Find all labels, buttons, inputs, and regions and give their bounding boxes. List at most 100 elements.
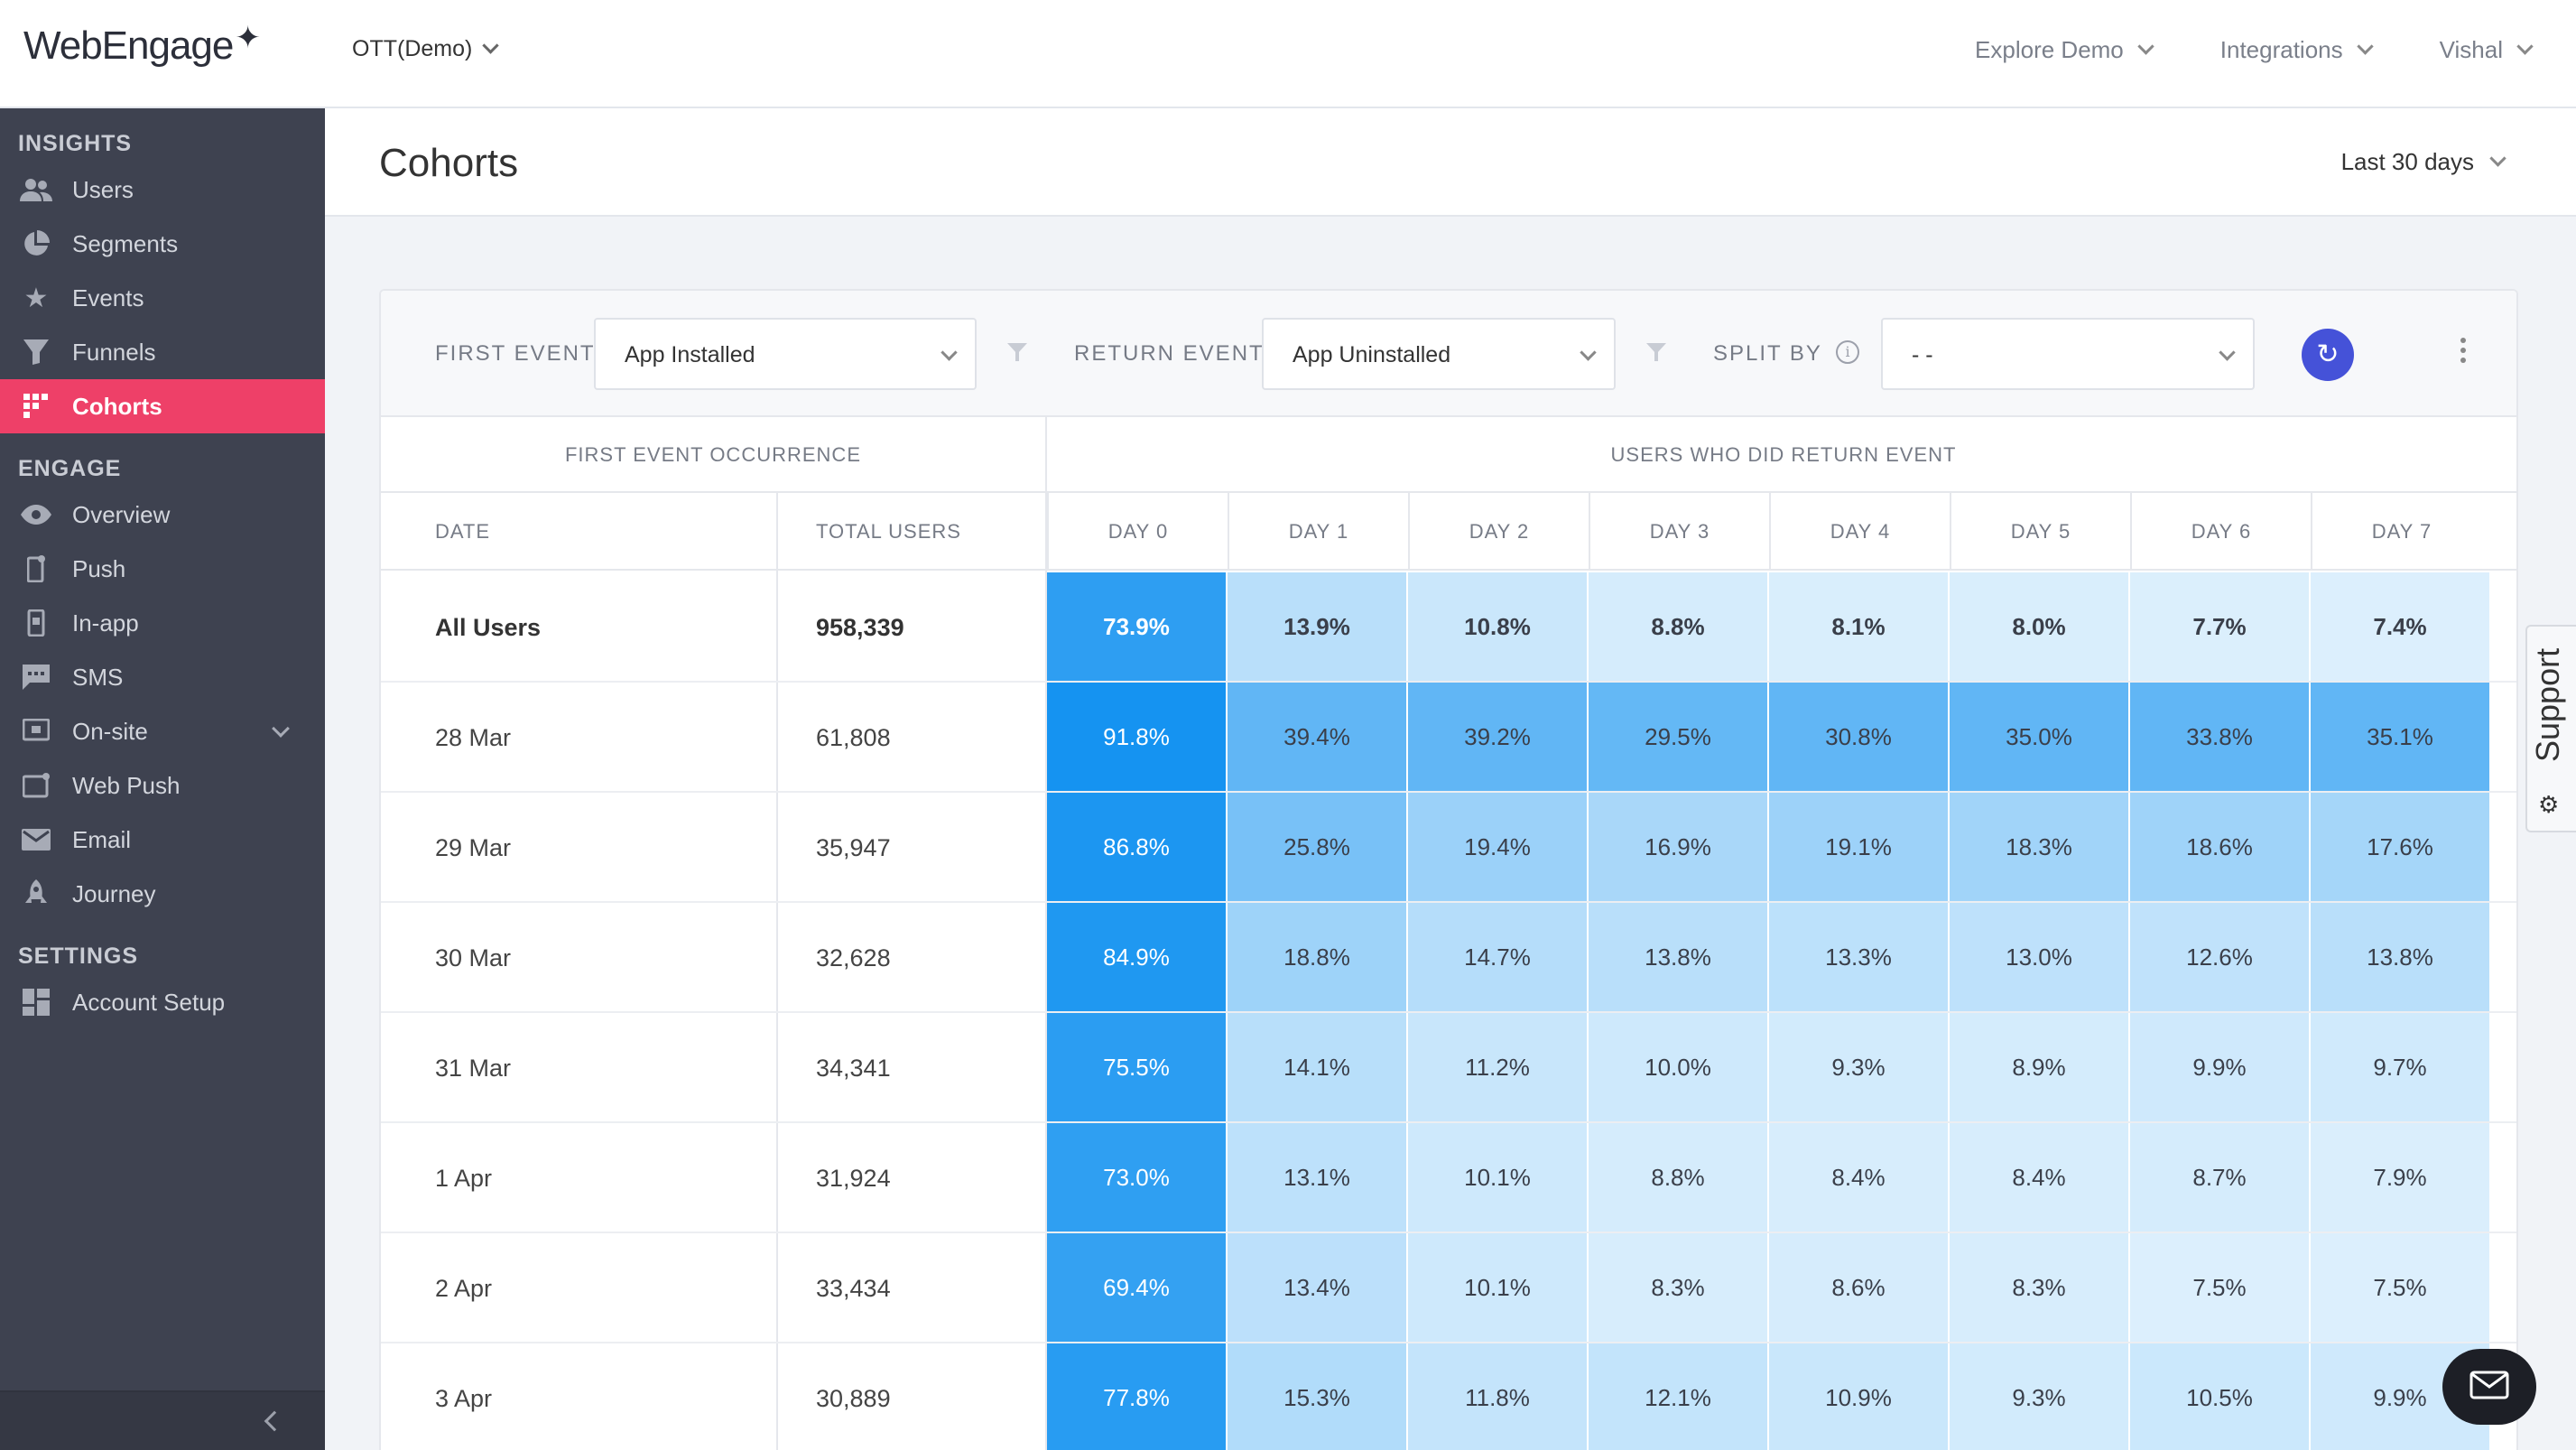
retention-cell[interactable]: 75.5% xyxy=(1047,1013,1228,1121)
retention-cell[interactable]: 35.1% xyxy=(2311,683,2491,791)
retention-cell[interactable]: 30.8% xyxy=(1769,683,1950,791)
sidebar-item-email[interactable]: Email xyxy=(0,813,325,867)
retention-cell[interactable]: 12.1% xyxy=(1589,1343,1769,1450)
more-options-button[interactable] xyxy=(2460,338,2467,370)
retention-cell[interactable]: 8.7% xyxy=(2130,1123,2311,1232)
filter-icon[interactable] xyxy=(1646,343,1666,361)
retention-cell[interactable]: 13.8% xyxy=(1589,903,1769,1011)
webengage-logo[interactable]: WebEngage✦ xyxy=(23,21,261,68)
sidebar-item-segments[interactable]: Segments xyxy=(0,217,325,271)
retention-cell[interactable]: 18.6% xyxy=(2130,793,2311,901)
retention-cell[interactable]: 86.8% xyxy=(1047,793,1228,901)
sidebar-item-users[interactable]: Users xyxy=(0,163,325,217)
retention-cell[interactable]: 8.9% xyxy=(1950,1013,2130,1121)
retention-cell[interactable]: 69.4% xyxy=(1047,1233,1228,1342)
retention-cell[interactable]: 10.9% xyxy=(1769,1343,1950,1450)
sidebar-item-push[interactable]: Push xyxy=(0,542,325,596)
retention-cell[interactable]: 10.0% xyxy=(1589,1013,1769,1121)
return-event-label: RETURN EVENT xyxy=(1074,341,1265,366)
retention-cell[interactable]: 77.8% xyxy=(1047,1343,1228,1450)
retention-cell[interactable]: 10.1% xyxy=(1408,1123,1589,1232)
retention-cell[interactable]: 7.4% xyxy=(2311,572,2491,681)
col-day-3: DAY 3 xyxy=(1589,493,1769,571)
retention-cell[interactable]: 15.3% xyxy=(1228,1343,1408,1450)
retention-cell[interactable]: 73.9% xyxy=(1047,572,1228,681)
retention-cell[interactable]: 25.8% xyxy=(1228,793,1408,901)
sidebar-item-web-push[interactable]: Web Push xyxy=(0,758,325,813)
retention-cell[interactable]: 13.9% xyxy=(1228,572,1408,681)
explore-demo-menu[interactable]: Explore Demo xyxy=(1975,36,2154,64)
retention-cell[interactable]: 13.1% xyxy=(1228,1123,1408,1232)
return-event-select[interactable]: App Uninstalled xyxy=(1262,318,1616,390)
integrations-menu[interactable]: Integrations xyxy=(2220,36,2374,64)
retention-cell[interactable]: 17.6% xyxy=(2311,793,2491,901)
retention-cell[interactable]: 35.0% xyxy=(1950,683,2130,791)
retention-cell[interactable]: 8.3% xyxy=(1950,1233,2130,1342)
retention-cell[interactable]: 39.4% xyxy=(1228,683,1408,791)
retention-cell[interactable]: 13.3% xyxy=(1769,903,1950,1011)
sidebar-item-cohorts[interactable]: Cohorts xyxy=(0,379,325,433)
retention-cell[interactable]: 73.0% xyxy=(1047,1123,1228,1232)
sidebar-item-on-site[interactable]: On-site xyxy=(0,704,325,758)
project-switcher[interactable]: OTT(Demo) xyxy=(352,36,500,62)
sidebar-item-journey[interactable]: Journey xyxy=(0,867,325,921)
chevron-down-icon[interactable] xyxy=(272,720,290,738)
info-icon[interactable]: i xyxy=(1836,340,1859,364)
retention-cell[interactable]: 8.1% xyxy=(1769,572,1950,681)
users-return-event-header: USERS WHO DID RETURN EVENT xyxy=(1610,443,1957,466)
sidebar-item-in-app[interactable]: In-app xyxy=(0,596,325,650)
retention-cell[interactable]: 9.3% xyxy=(1769,1013,1950,1121)
retention-cell[interactable]: 39.2% xyxy=(1408,683,1589,791)
retention-cell[interactable]: 16.9% xyxy=(1589,793,1769,901)
message-button[interactable] xyxy=(2442,1349,2536,1425)
sidebar-item-funnels[interactable]: Funnels xyxy=(0,325,325,379)
retention-cell[interactable]: 8.8% xyxy=(1589,572,1769,681)
retention-cell[interactable]: 8.3% xyxy=(1589,1233,1769,1342)
sidebar-item-sms[interactable]: SMS xyxy=(0,650,325,704)
sidebar-item-events[interactable]: ★ Events xyxy=(0,271,325,325)
retention-cell[interactable]: 8.0% xyxy=(1950,572,2130,681)
retention-cell[interactable]: 8.4% xyxy=(1769,1123,1950,1232)
retention-cell[interactable]: 7.5% xyxy=(2311,1233,2491,1342)
split-by-select[interactable]: - - xyxy=(1881,318,2255,390)
retention-cell[interactable]: 14.1% xyxy=(1228,1013,1408,1121)
retention-cell[interactable]: 91.8% xyxy=(1047,683,1228,791)
filter-icon[interactable] xyxy=(1007,343,1027,361)
retention-cell[interactable]: 7.5% xyxy=(2130,1233,2311,1342)
retention-cell[interactable]: 13.8% xyxy=(2311,903,2491,1011)
retention-cell[interactable]: 7.9% xyxy=(2311,1123,2491,1232)
first-event-occurrence-header: FIRST EVENT OCCURRENCE xyxy=(564,443,861,466)
retention-cell[interactable]: 8.6% xyxy=(1769,1233,1950,1342)
sidebar-item-overview[interactable]: Overview xyxy=(0,488,325,542)
retention-cell[interactable]: 10.8% xyxy=(1408,572,1589,681)
date-range-select[interactable]: Last 30 days xyxy=(2341,148,2507,176)
refresh-button[interactable]: ↻ xyxy=(2302,329,2354,381)
retention-cell[interactable]: 18.3% xyxy=(1950,793,2130,901)
retention-cell[interactable]: 10.5% xyxy=(2130,1343,2311,1450)
retention-cell[interactable]: 14.7% xyxy=(1408,903,1589,1011)
retention-cell[interactable]: 18.8% xyxy=(1228,903,1408,1011)
sidebar-item-account-setup[interactable]: Account Setup xyxy=(0,975,325,1029)
retention-cell[interactable]: 9.7% xyxy=(2311,1013,2491,1121)
retention-cell[interactable]: 10.1% xyxy=(1408,1233,1589,1342)
retention-cell[interactable]: 19.4% xyxy=(1408,793,1589,901)
retention-cell[interactable]: 9.3% xyxy=(1950,1343,2130,1450)
first-event-select[interactable]: App Installed xyxy=(594,318,977,390)
retention-cell[interactable]: 19.1% xyxy=(1769,793,1950,901)
retention-cell[interactable]: 29.5% xyxy=(1589,683,1769,791)
retention-cell[interactable]: 13.0% xyxy=(1950,903,2130,1011)
retention-cell[interactable]: 13.4% xyxy=(1228,1233,1408,1342)
user-menu[interactable]: Vishal xyxy=(2440,36,2534,64)
retention-cell[interactable]: 11.8% xyxy=(1408,1343,1589,1450)
retention-cell[interactable]: 8.8% xyxy=(1589,1123,1769,1232)
retention-cell[interactable]: 8.4% xyxy=(1950,1123,2130,1232)
eye-icon xyxy=(18,499,54,530)
retention-cell[interactable]: 84.9% xyxy=(1047,903,1228,1011)
sidebar-collapse-button[interactable] xyxy=(0,1390,325,1450)
retention-cell[interactable]: 11.2% xyxy=(1408,1013,1589,1121)
retention-cell[interactable]: 12.6% xyxy=(2130,903,2311,1011)
retention-cell[interactable]: 9.9% xyxy=(2130,1013,2311,1121)
retention-cell[interactable]: 33.8% xyxy=(2130,683,2311,791)
retention-cell[interactable]: 7.7% xyxy=(2130,572,2311,681)
support-tab[interactable]: Support ⚙ xyxy=(2525,625,2576,832)
